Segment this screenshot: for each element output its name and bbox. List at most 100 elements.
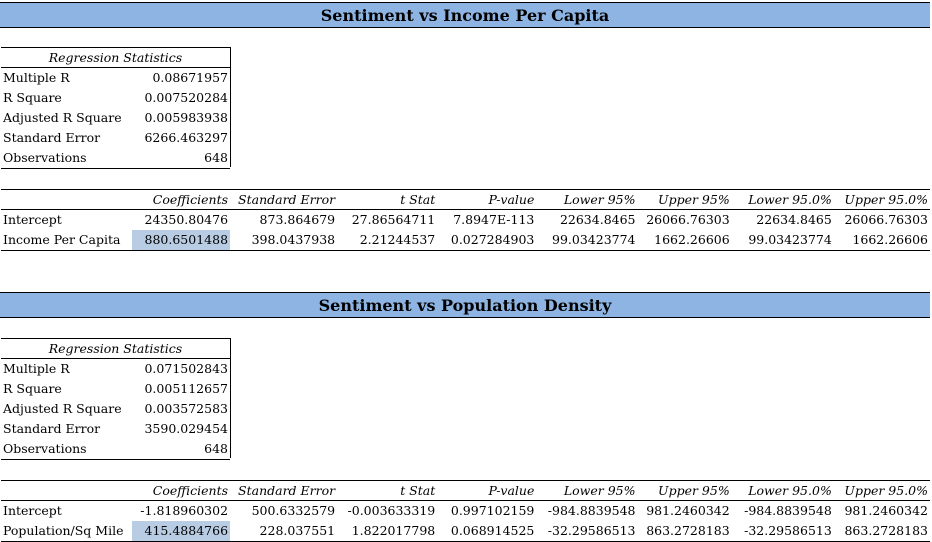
stats-label: R Square	[3, 381, 62, 396]
cell: 981.2460342	[844, 503, 928, 518]
section-title-income: Sentiment vs Income Per Capita	[0, 2, 930, 28]
divider	[0, 317, 930, 318]
stats-value: 0.005983938	[144, 110, 228, 125]
stats-label: Standard Error	[3, 130, 101, 145]
coef-header	[1, 481, 132, 500]
coef-header: Standard Error	[238, 483, 336, 498]
table-row: Population/Sq Mile 415.4884766 228.03755…	[1, 521, 930, 542]
coef-header: Standard Error	[238, 192, 336, 207]
coef-header: Lower 95%	[563, 192, 636, 207]
cell: 99.03423774	[748, 232, 832, 247]
stats-row: R Square 0.005112657	[1, 379, 230, 399]
cell: -0.003633319	[347, 503, 436, 518]
coefficients-table-income: Coefficients Standard Error t Stat P-val…	[1, 189, 930, 251]
stats-label: Multiple R	[3, 70, 70, 85]
stats-label: Observations	[3, 150, 87, 165]
stats-value: 0.007520284	[144, 90, 228, 105]
coef-header: Coefficients	[152, 192, 229, 207]
stats-value: 648	[204, 441, 228, 456]
coef-header: Upper 95%	[658, 483, 730, 498]
stats-value: 648	[204, 150, 228, 165]
stats-label: Observations	[3, 441, 87, 456]
cell: -984.8839548	[547, 503, 636, 518]
regression-stats-table-population: Regression Statistics Multiple R 0.071502…	[1, 338, 230, 460]
coef-header: Upper 95.0%	[844, 483, 928, 498]
cell: 873.864679	[259, 212, 336, 227]
stats-label: Standard Error	[3, 421, 101, 436]
coefficients-table-population: Coefficients Standard Error t Stat P-val…	[1, 480, 930, 542]
stats-row: Standard Error 6266.463297	[1, 128, 230, 148]
regression-stats-table-income: Regression Statistics Multiple R 0.086719…	[1, 47, 230, 169]
stats-value: 6266.463297	[144, 130, 228, 145]
regression-stats-header: Regression Statistics	[1, 338, 230, 359]
coef-header-row: Coefficients Standard Error t Stat P-val…	[1, 189, 930, 210]
stats-row: Standard Error 3590.029454	[1, 419, 230, 439]
coef-header: t Stat	[400, 483, 436, 498]
stats-value: 0.071502843	[144, 361, 228, 376]
cell: -32.29586513	[547, 523, 636, 538]
cell: 99.03423774	[552, 232, 636, 247]
cell: 1662.26606	[654, 232, 730, 247]
cell: 0.997102159	[450, 503, 535, 518]
row-label: Intercept	[3, 503, 62, 518]
table-row: Intercept 24350.80476 873.864679 27.8656…	[1, 210, 930, 230]
cell: 2.21244537	[359, 232, 436, 247]
stats-row: Observations 648	[1, 439, 230, 460]
coef-header: Lower 95%	[563, 483, 636, 498]
stats-row: Observations 648	[1, 148, 230, 169]
highlighted-cell[interactable]: 880.6501488	[131, 230, 231, 250]
cell: 24350.80476	[144, 212, 229, 227]
cell: 228.037551	[259, 523, 336, 538]
coef-header: Upper 95.0%	[844, 192, 928, 207]
coef-header	[1, 190, 132, 209]
stats-label: Adjusted R Square	[3, 110, 122, 125]
highlighted-cell[interactable]: 415.4884766	[131, 521, 231, 541]
coef-header: P-value	[488, 192, 535, 207]
stats-value: 3590.029454	[144, 421, 228, 436]
coef-header: P-value	[488, 483, 535, 498]
coef-header: Lower 95.0%	[748, 483, 832, 498]
cell: 398.0437938	[251, 232, 336, 247]
cell: 27.86564711	[351, 212, 436, 227]
table-row: Intercept -1.818960302 500.6332579 -0.00…	[1, 501, 930, 521]
table-row: Income Per Capita 880.6501488 398.043793…	[1, 230, 930, 251]
row-label: Population/Sq Mile	[3, 523, 124, 538]
table-border	[230, 338, 231, 458]
cell: 22634.8465	[756, 212, 832, 227]
coef-header-row: Coefficients Standard Error t Stat P-val…	[1, 480, 930, 501]
cell: 0.027284903	[450, 232, 535, 247]
cell: 1662.26606	[852, 232, 928, 247]
stats-label: Adjusted R Square	[3, 401, 122, 416]
regression-stats-header: Regression Statistics	[1, 47, 230, 68]
table-border	[230, 47, 231, 167]
stats-value: 0.003572583	[144, 401, 228, 416]
divider	[0, 27, 930, 28]
cell: 26066.76303	[646, 212, 730, 227]
cell: 1.822017798	[351, 523, 436, 538]
stats-row: R Square 0.007520284	[1, 88, 230, 108]
cell: 863.2728183	[646, 523, 730, 538]
coef-header: Coefficients	[152, 483, 229, 498]
coef-header: t Stat	[400, 192, 436, 207]
cell: -1.818960302	[140, 503, 229, 518]
cell: 0.068914525	[450, 523, 535, 538]
coef-header: Upper 95%	[658, 192, 730, 207]
cell: 7.8947E-113	[453, 212, 535, 227]
stats-value: 0.005112657	[144, 381, 228, 396]
stats-row: Adjusted R Square 0.003572583	[1, 399, 230, 419]
cell: 22634.8465	[559, 212, 636, 227]
cell: -32.29586513	[744, 523, 832, 538]
cell: -984.8839548	[744, 503, 832, 518]
cell: 26066.76303	[844, 212, 928, 227]
coef-header: Lower 95.0%	[748, 192, 832, 207]
row-label: Income Per Capita	[3, 232, 121, 247]
cell: 500.6332579	[251, 503, 336, 518]
row-label: Intercept	[3, 212, 62, 227]
cell: 981.2460342	[646, 503, 730, 518]
stats-label: R Square	[3, 90, 62, 105]
stats-label: Multiple R	[3, 361, 70, 376]
stats-row: Multiple R 0.071502843	[1, 359, 230, 379]
stats-row: Adjusted R Square 0.005983938	[1, 108, 230, 128]
stats-value: 0.08671957	[152, 70, 228, 85]
stats-row: Multiple R 0.08671957	[1, 68, 230, 88]
